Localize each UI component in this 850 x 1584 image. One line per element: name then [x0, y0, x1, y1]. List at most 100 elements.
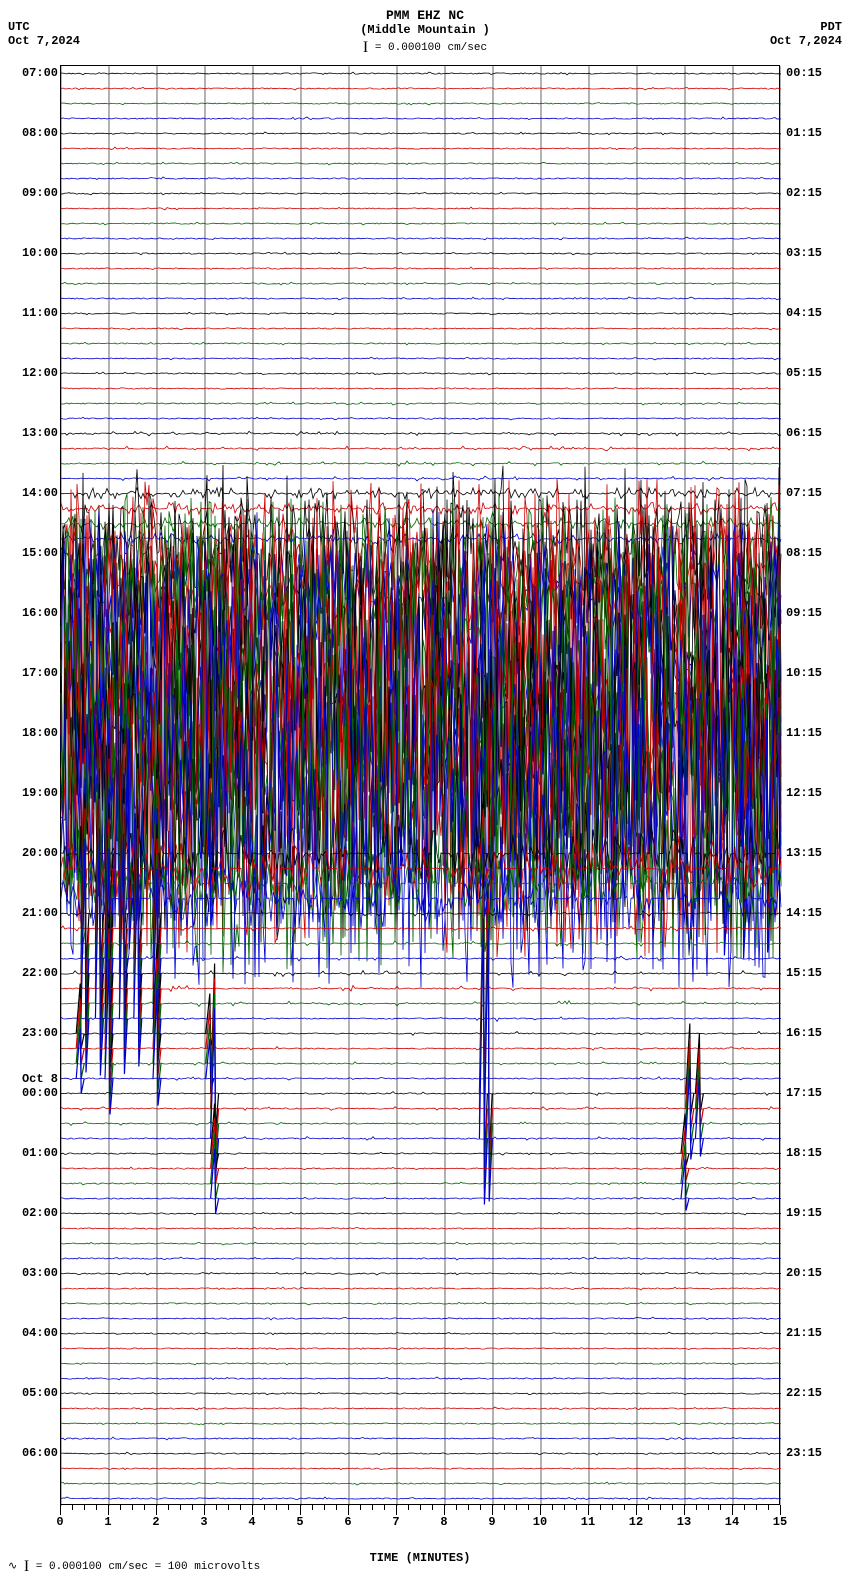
trace-line [61, 282, 781, 285]
trace-line [61, 1377, 781, 1380]
trace-line [61, 1212, 781, 1215]
trace-line [61, 312, 781, 315]
pdt-hour-label: 19:15 [786, 1206, 822, 1220]
trace-line [61, 1122, 781, 1126]
chart-header: PMM EHZ NC (Middle Mountain ) I = 0.0001… [0, 8, 850, 57]
trace-line [61, 1092, 781, 1096]
utc-hour-label: 06:00 [22, 1446, 58, 1460]
pdt-hour-label: 00:15 [786, 66, 822, 80]
utc-hour-label: 22:00 [22, 966, 58, 980]
trace-line [61, 431, 781, 436]
x-tick-label: 9 [488, 1515, 495, 1529]
trace-line [61, 1227, 781, 1229]
x-tick-label: 0 [56, 1515, 63, 1529]
x-tick-label: 7 [392, 1515, 399, 1529]
trace-line [61, 476, 781, 481]
trace-line [61, 252, 781, 255]
utc-hour-label: 13:00 [22, 426, 58, 440]
trace-line [61, 297, 781, 300]
utc-hour-label: 02:00 [22, 1206, 58, 1220]
trace-line [61, 1363, 781, 1365]
trace-line [61, 1167, 781, 1170]
utc-hour-label: 10:00 [22, 246, 58, 260]
footer-scale: ∿ I = 0.000100 cm/sec = 100 microvolts [8, 1558, 260, 1576]
trace-line [61, 1032, 781, 1036]
x-tick-label: 10 [533, 1515, 547, 1529]
trace-line [61, 1107, 781, 1111]
x-tick-label: 3 [200, 1515, 207, 1529]
pdt-hour-label: 02:15 [786, 186, 822, 200]
x-tick-label: 4 [248, 1515, 255, 1529]
trace-line [61, 357, 781, 360]
trace-line [61, 372, 781, 375]
x-tick-label: 12 [629, 1515, 643, 1529]
trace-line [61, 1348, 781, 1350]
utc-hour-label: 03:00 [22, 1266, 58, 1280]
left-timezone: UTC Oct 7,2024 [8, 20, 80, 48]
pdt-hour-label: 04:15 [786, 306, 822, 320]
trace-line [61, 328, 781, 330]
pdt-hour-label: 09:15 [786, 606, 822, 620]
pdt-hour-label: 07:15 [786, 486, 822, 500]
pdt-hour-label: 10:15 [786, 666, 822, 680]
utc-hour-label: 04:00 [22, 1326, 58, 1340]
utc-hour-label: 01:00 [22, 1146, 58, 1160]
station-title: PMM EHZ NC [0, 8, 850, 23]
trace-line [61, 1392, 781, 1394]
utc-hour-label: 05:00 [22, 1386, 58, 1400]
trace-line [61, 1017, 781, 1022]
pdt-hour-label: 16:15 [786, 1026, 822, 1040]
utc-hour-label: 23:00 [22, 1026, 58, 1040]
trace-line [61, 1317, 781, 1320]
trace-line [61, 267, 781, 270]
trace-line [61, 177, 781, 180]
station-subtitle: (Middle Mountain ) [0, 23, 850, 37]
trace-line [61, 1197, 781, 1200]
trace-line [61, 1452, 781, 1455]
pdt-hour-label: 12:15 [786, 786, 822, 800]
pdt-hour-label: 01:15 [786, 126, 822, 140]
trace-line [61, 1152, 781, 1155]
trace-line [61, 1482, 781, 1485]
utc-hour-label: 00:00 [22, 1086, 58, 1100]
utc-hour-label: 16:00 [22, 606, 58, 620]
x-tick-label: 8 [440, 1515, 447, 1529]
x-axis: 0123456789101112131415 TIME (MINUTES) [60, 1505, 780, 1565]
x-tick-label: 11 [581, 1515, 595, 1529]
trace-line [61, 192, 781, 195]
trace-line [61, 1001, 781, 1007]
pdt-hour-label: 06:15 [786, 426, 822, 440]
utc-hour-label: 20:00 [22, 846, 58, 860]
trace-line [61, 1407, 781, 1410]
trace-line [61, 207, 781, 210]
trace-line [61, 1302, 781, 1305]
trace-line [61, 1062, 781, 1066]
seismogram-plot [60, 65, 780, 1505]
trace-line [61, 1468, 781, 1470]
trace-line [61, 1047, 781, 1051]
trace-line [61, 117, 781, 120]
pdt-hour-label: 22:15 [786, 1386, 822, 1400]
trace-line [61, 132, 781, 135]
trace-line [61, 1137, 781, 1141]
pdt-hour-label: 03:15 [786, 246, 822, 260]
trace-line [61, 1497, 781, 1500]
pdt-hour-label: 23:15 [786, 1446, 822, 1460]
pdt-hour-label: 18:15 [786, 1146, 822, 1160]
trace-line [61, 1272, 781, 1275]
trace-line [61, 342, 781, 345]
utc-hour-label: 08:00 [22, 126, 58, 140]
utc-hour-label: 09:00 [22, 186, 58, 200]
right-timezone: PDT Oct 7,2024 [770, 20, 842, 48]
x-tick-label: 5 [296, 1515, 303, 1529]
trace-line [61, 237, 781, 240]
date-rollover-label: Oct 8 [22, 1072, 58, 1086]
trace-line [61, 1182, 781, 1185]
scale-note: I = 0.000100 cm/sec [0, 39, 850, 57]
trace-line [61, 402, 781, 405]
utc-hour-label: 12:00 [22, 366, 58, 380]
pdt-hour-label: 15:15 [786, 966, 822, 980]
trace-line [61, 1287, 781, 1290]
trace-line [61, 1437, 781, 1440]
utc-hour-label: 14:00 [22, 486, 58, 500]
